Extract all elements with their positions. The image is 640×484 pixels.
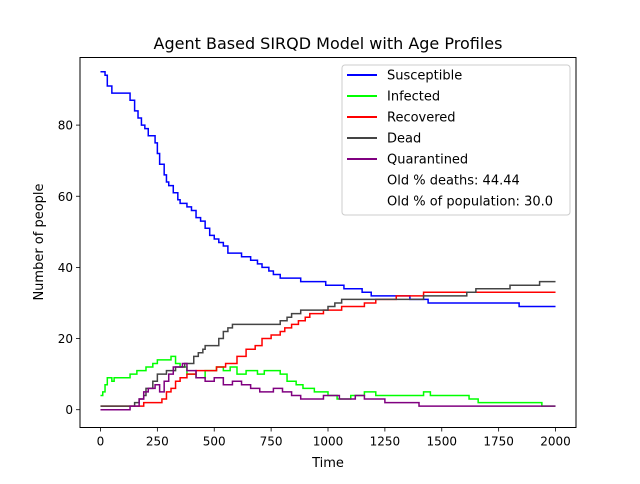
y-tick-label: 0 bbox=[65, 403, 73, 417]
x-tick-label: 0 bbox=[97, 435, 105, 449]
x-tick-label: 250 bbox=[146, 435, 169, 449]
y-tick-label: 80 bbox=[58, 119, 73, 133]
x-tick-label: 750 bbox=[260, 435, 283, 449]
y-tick-label: 40 bbox=[58, 261, 73, 275]
y-axis-label: Number of people bbox=[32, 183, 47, 300]
chart-title: Agent Based SIRQD Model with Age Profile… bbox=[154, 34, 503, 53]
legend-label-quarantined: Quarantined bbox=[387, 153, 468, 168]
series-line-infected bbox=[100, 355, 556, 407]
legend-label-dead: Dead bbox=[387, 132, 421, 147]
legend-label-recovered: Recovered bbox=[387, 111, 456, 126]
series-line-recovered bbox=[100, 291, 556, 407]
series-line-quarantined bbox=[100, 362, 556, 411]
x-tick-label: 1500 bbox=[426, 435, 457, 449]
x-tick-label: 2000 bbox=[540, 435, 571, 449]
x-axis-label: Time bbox=[311, 456, 344, 471]
legend-label-susceptible: Susceptible bbox=[387, 69, 462, 84]
legend-label-infected: Infected bbox=[387, 90, 440, 105]
series-line-susceptible bbox=[100, 70, 556, 308]
y-tick-label: 60 bbox=[58, 190, 73, 204]
x-tick-label: 1750 bbox=[483, 435, 514, 449]
legend-note: Old % of population: 30.0 bbox=[387, 195, 553, 210]
legend: Susceptible Infected Recovered Dead Quaranti… bbox=[341, 64, 571, 216]
legend-box bbox=[341, 64, 571, 216]
y-tick-label: 20 bbox=[58, 332, 73, 346]
x-tick-label: 1000 bbox=[313, 435, 344, 449]
x-tick-label: 500 bbox=[203, 435, 226, 449]
x-tick-label: 1250 bbox=[370, 435, 401, 449]
legend-note: Old % deaths: 44.44 bbox=[387, 174, 520, 189]
